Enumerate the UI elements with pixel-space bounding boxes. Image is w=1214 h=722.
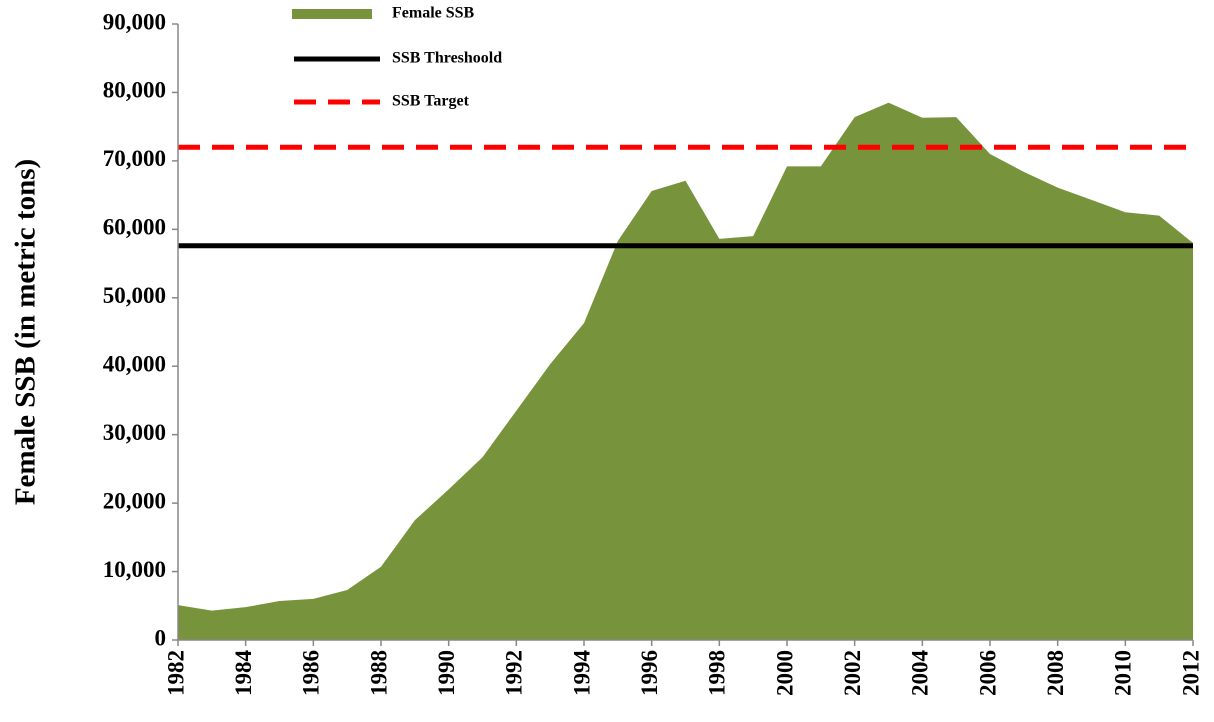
x-tick-label: 2010	[1111, 650, 1136, 696]
area	[178, 102, 1193, 640]
y-tick-label: 0	[155, 625, 167, 650]
x-tick-label: 2002	[840, 650, 865, 696]
legend-label: Female SSB	[392, 5, 475, 22]
x-tick-label: 1986	[299, 650, 324, 696]
x-tick-label: 2006	[975, 650, 1000, 696]
x-tick-label: 1990	[434, 650, 459, 696]
y-tick-label: 60,000	[103, 215, 166, 240]
y-tick-label: 40,000	[103, 352, 166, 377]
y-tick-label: 80,000	[103, 78, 166, 103]
x-tick-label: 1994	[569, 650, 594, 697]
legend-label: SSB Target	[392, 93, 470, 110]
x-tick-label: 2000	[772, 650, 797, 696]
x-tick-label: 1984	[231, 650, 256, 697]
legend-label: SSB Threshoold	[392, 50, 502, 67]
x-tick-label: 1988	[366, 650, 391, 696]
y-tick-label: 50,000	[103, 283, 166, 308]
y-tick-label: 20,000	[103, 488, 166, 513]
y-tick-label: 30,000	[103, 420, 166, 445]
y-tick-label: 90,000	[103, 9, 166, 34]
x-tick-label: 2012	[1178, 650, 1203, 696]
x-tick-label: 1998	[705, 650, 730, 696]
x-tick-label: 2008	[1043, 650, 1068, 696]
legend-swatch	[292, 9, 372, 19]
x-tick-label: 1992	[502, 650, 527, 696]
x-tick-label: 2004	[908, 650, 933, 697]
y-tick-label: 10,000	[103, 557, 166, 582]
x-tick-label: 1982	[163, 650, 188, 696]
y-axis-title: Female SSB (in metric tons)	[10, 159, 42, 505]
y-tick-label: 70,000	[103, 146, 166, 171]
x-tick-label: 1996	[637, 650, 662, 696]
